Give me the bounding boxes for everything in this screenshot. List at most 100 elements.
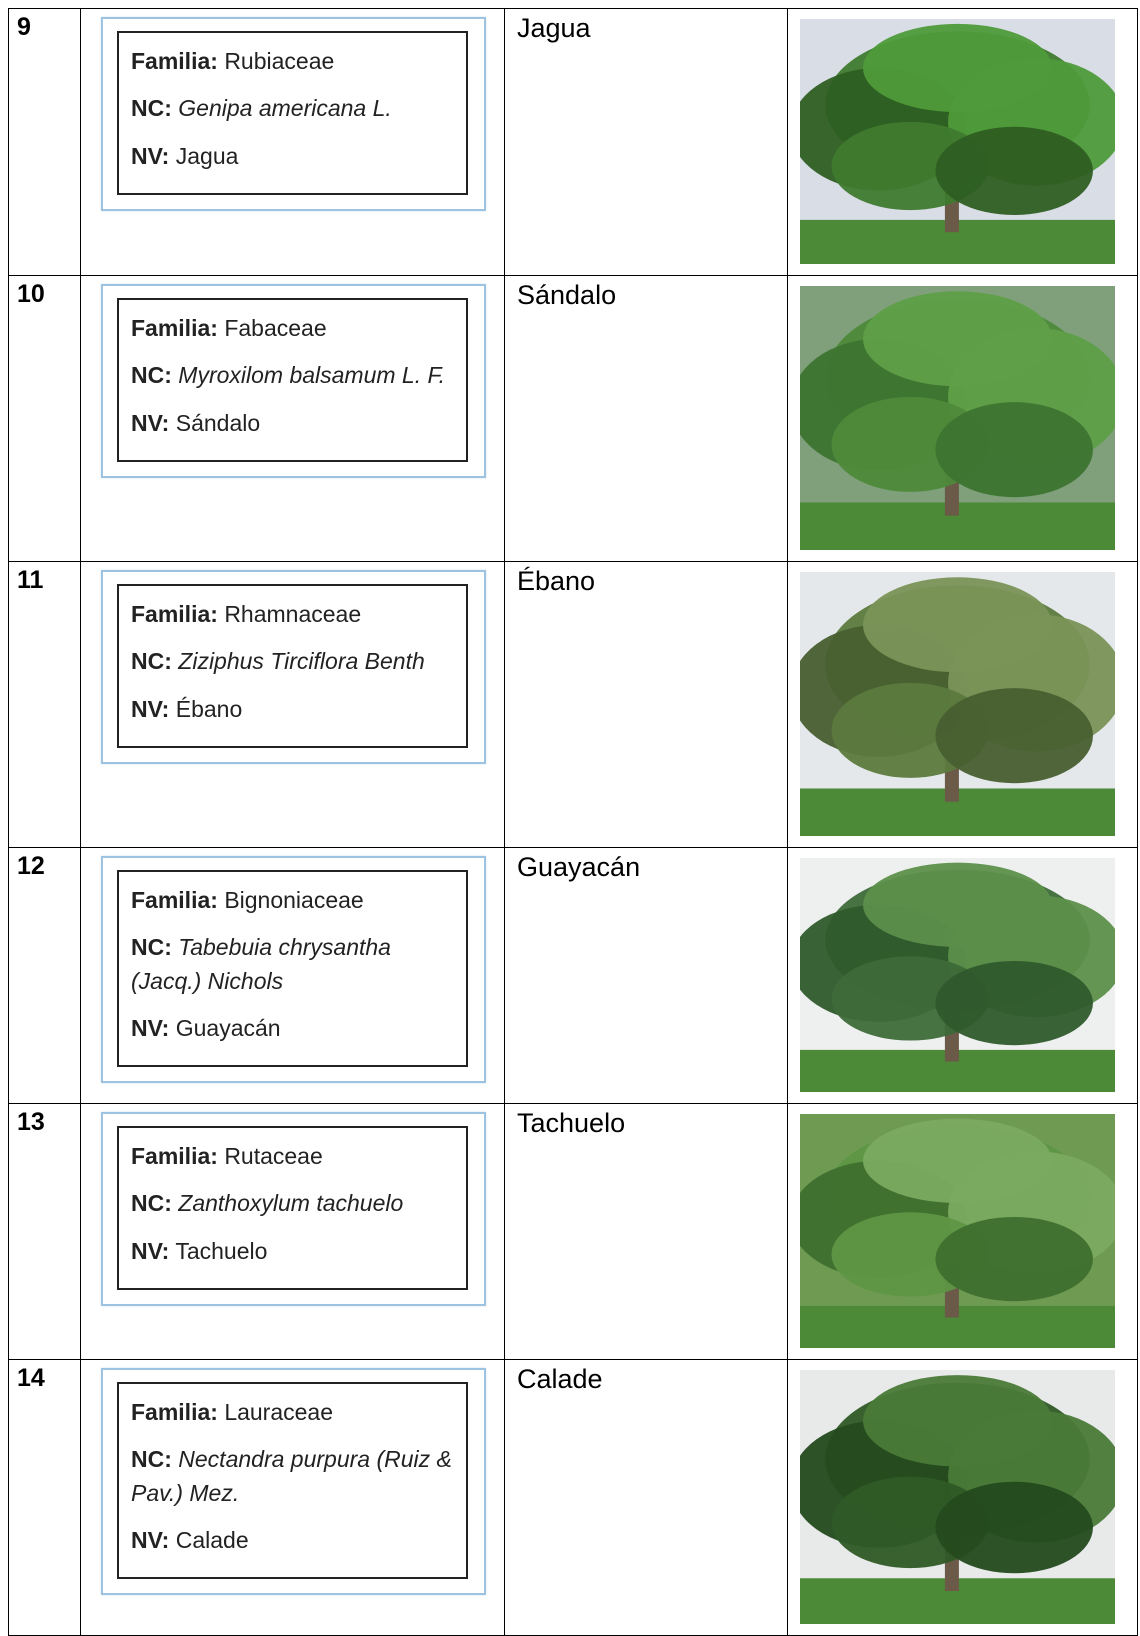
label-card: Familia: Rhamnaceae NC: Ziziphus Tirciflo… bbox=[101, 570, 486, 765]
label-card: Familia: Rubiaceae NC: Genipa americana L… bbox=[101, 17, 486, 212]
number-cell: 12 bbox=[8, 847, 81, 1104]
label-card-inner: Familia: Rutaceae NC: Zanthoxylum tachuel… bbox=[117, 1126, 468, 1291]
label-card-inner: Familia: Lauraceae NC: Nectandra purpura … bbox=[117, 1382, 468, 1580]
label-key: NC: bbox=[131, 362, 172, 389]
number-cell: 14 bbox=[8, 1359, 81, 1636]
tree-photo bbox=[800, 1370, 1115, 1624]
label-key: NV: bbox=[131, 409, 170, 436]
label-key: NC: bbox=[131, 1190, 172, 1217]
label-value: Nectandra purpura (Ruiz & Pav.) Mez. bbox=[131, 1446, 452, 1506]
label-key: NC: bbox=[131, 95, 172, 122]
label-line: Familia: Rutaceae bbox=[131, 1140, 454, 1173]
label-line: Familia: Fabaceae bbox=[131, 312, 454, 345]
label-line: Familia: Rhamnaceae bbox=[131, 598, 454, 631]
label-line: NV: Ébano bbox=[131, 693, 454, 726]
label-line: NC: Tabebuia chrysantha (Jacq.) Nichols bbox=[131, 931, 454, 998]
table-row: 10 Familia: Fabaceae NC: Myroxilom balsamu… bbox=[8, 275, 1138, 562]
label-value: Sándalo bbox=[175, 409, 261, 436]
label-line: NC: Myroxilom balsamum L. F. bbox=[131, 359, 454, 392]
label-value: Tachuelo bbox=[175, 1237, 268, 1264]
table-row: 12 Familia: Bignoniaceae NC: Tabebuia chry… bbox=[8, 847, 1138, 1104]
label-key: Familia: bbox=[131, 887, 218, 913]
label-line: NC: Zanthoxylum tachuelo bbox=[131, 1187, 454, 1220]
tree-photo bbox=[800, 858, 1115, 1092]
label-line: NV: Sándalo bbox=[131, 407, 454, 440]
label-line: Familia: Lauraceae bbox=[131, 1396, 454, 1429]
label-card: Familia: Lauraceae NC: Nectandra purpura … bbox=[101, 1368, 486, 1596]
label-value: Fabaceae bbox=[224, 315, 327, 341]
label-value: Rubiaceae bbox=[224, 48, 335, 74]
label-line: NV: Tachuelo bbox=[131, 1235, 454, 1268]
label-key: Familia: bbox=[131, 1143, 218, 1169]
label-value: Genipa americana L. bbox=[178, 95, 392, 122]
label-value: Jagua bbox=[175, 142, 239, 169]
photo-cell bbox=[787, 1103, 1138, 1360]
label-card-inner: Familia: Bignoniaceae NC: Tabebuia chrysa… bbox=[117, 870, 468, 1068]
label-card-inner: Familia: Rubiaceae NC: Genipa americana L… bbox=[117, 31, 468, 196]
label-key: NV: bbox=[131, 1015, 170, 1042]
name-cell: Guayacán bbox=[504, 847, 788, 1104]
label-value: Ziziphus Tirciflora Benth bbox=[178, 648, 425, 675]
label-value: Guayacán bbox=[175, 1015, 281, 1042]
photo-cell bbox=[787, 561, 1138, 848]
label-key: NC: bbox=[131, 934, 172, 961]
photo-cell bbox=[787, 8, 1138, 276]
table-row: 9 Familia: Rubiaceae NC: Genipa americana … bbox=[8, 8, 1138, 276]
label-value: Rutaceae bbox=[224, 1143, 323, 1169]
label-value: Myroxilom balsamum L. F. bbox=[178, 362, 445, 389]
card-cell: Familia: Fabaceae NC: Myroxilom balsamum … bbox=[80, 275, 505, 562]
number-cell: 13 bbox=[8, 1103, 81, 1360]
tree-photo bbox=[800, 572, 1115, 836]
label-key: NC: bbox=[131, 648, 172, 675]
label-card: Familia: Bignoniaceae NC: Tabebuia chrysa… bbox=[101, 856, 486, 1084]
label-line: NC: Nectandra purpura (Ruiz & Pav.) Mez. bbox=[131, 1443, 454, 1510]
label-line: Familia: Rubiaceae bbox=[131, 45, 454, 78]
label-key: NC: bbox=[131, 1446, 172, 1473]
tree-photo bbox=[800, 286, 1115, 550]
tree-photo bbox=[800, 19, 1115, 264]
card-cell: Familia: Lauraceae NC: Nectandra purpura … bbox=[80, 1359, 505, 1636]
table-row: 14 Familia: Lauraceae NC: Nectandra purpur… bbox=[8, 1359, 1138, 1636]
photo-cell bbox=[787, 847, 1138, 1104]
label-key: NV: bbox=[131, 1527, 170, 1554]
table-row: 13 Familia: Rutaceae NC: Zanthoxylum tachu… bbox=[8, 1103, 1138, 1360]
card-cell: Familia: Rhamnaceae NC: Ziziphus Tirciflo… bbox=[80, 561, 505, 848]
card-cell: Familia: Rutaceae NC: Zanthoxylum tachuel… bbox=[80, 1103, 505, 1360]
label-line: NC: Genipa americana L. bbox=[131, 92, 454, 125]
label-card-inner: Familia: Fabaceae NC: Myroxilom balsamum … bbox=[117, 298, 468, 463]
label-value: Tabebuia chrysantha (Jacq.) Nichols bbox=[131, 934, 391, 994]
label-value: Zanthoxylum tachuelo bbox=[178, 1190, 404, 1217]
number-cell: 11 bbox=[8, 561, 81, 848]
name-cell: Tachuelo bbox=[504, 1103, 788, 1360]
label-line: NC: Ziziphus Tirciflora Benth bbox=[131, 645, 454, 678]
label-line: NV: Calade bbox=[131, 1524, 454, 1557]
photo-cell bbox=[787, 1359, 1138, 1636]
name-cell: Jagua bbox=[504, 8, 788, 276]
photo-cell bbox=[787, 275, 1138, 562]
label-line: Familia: Bignoniaceae bbox=[131, 884, 454, 917]
label-line: NV: Guayacán bbox=[131, 1012, 454, 1045]
label-value: Ébano bbox=[175, 695, 243, 722]
label-value: Bignoniaceae bbox=[224, 887, 364, 913]
label-value: Lauraceae bbox=[224, 1399, 334, 1425]
number-cell: 9 bbox=[8, 8, 81, 276]
tree-photo bbox=[800, 1114, 1115, 1348]
label-value: Calade bbox=[175, 1527, 249, 1554]
label-key: NV: bbox=[131, 695, 170, 722]
label-key: Familia: bbox=[131, 48, 218, 74]
label-key: NV: bbox=[131, 142, 170, 169]
label-value: Rhamnaceae bbox=[224, 601, 362, 627]
name-cell: Sándalo bbox=[504, 275, 788, 562]
label-card-inner: Familia: Rhamnaceae NC: Ziziphus Tirciflo… bbox=[117, 584, 468, 749]
label-key: Familia: bbox=[131, 601, 218, 627]
label-key: Familia: bbox=[131, 1399, 218, 1425]
card-cell: Familia: Rubiaceae NC: Genipa americana L… bbox=[80, 8, 505, 276]
name-cell: Calade bbox=[504, 1359, 788, 1636]
table-row: 11 Familia: Rhamnaceae NC: Ziziphus Tircif… bbox=[8, 561, 1138, 848]
number-cell: 10 bbox=[8, 275, 81, 562]
label-key: NV: bbox=[131, 1237, 170, 1264]
label-card: Familia: Fabaceae NC: Myroxilom balsamum … bbox=[101, 284, 486, 479]
card-cell: Familia: Bignoniaceae NC: Tabebuia chrysa… bbox=[80, 847, 505, 1104]
label-card: Familia: Rutaceae NC: Zanthoxylum tachuel… bbox=[101, 1112, 486, 1307]
